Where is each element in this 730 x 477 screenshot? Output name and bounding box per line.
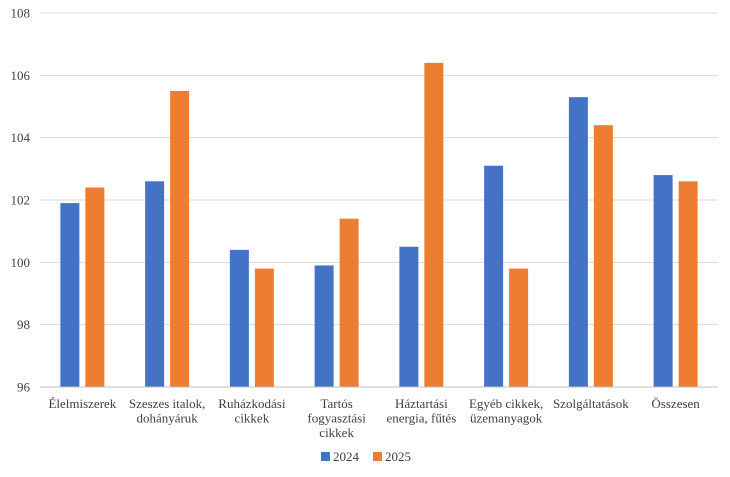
y-tick-label: 104 bbox=[11, 130, 31, 145]
bar-2025-3 bbox=[339, 218, 359, 387]
bar-2025-2 bbox=[254, 268, 274, 387]
legend-swatch-2025 bbox=[373, 452, 382, 461]
bar-2024-6 bbox=[568, 97, 588, 388]
y-tick-label: 96 bbox=[17, 380, 31, 395]
y-tick-label: 106 bbox=[11, 68, 31, 83]
y-tick-label: 100 bbox=[11, 255, 31, 270]
bar-2025-7 bbox=[678, 181, 698, 387]
bar-2024-4 bbox=[399, 246, 419, 387]
x-axis: Élelmiszerek Szeszes italok, dohányáruk Ruh… bbox=[40, 386, 718, 440]
bar-2025-0 bbox=[85, 187, 105, 387]
bar-2025-5 bbox=[509, 268, 529, 387]
x-tick-label: Ruházkodási cikkek bbox=[218, 396, 286, 426]
x-tick-label: Egyéb cikkek, üzemanyagok bbox=[469, 396, 543, 426]
x-tick-label: Háztartási energia, fűtés bbox=[386, 396, 456, 426]
x-tick-label: Összesen bbox=[651, 396, 700, 411]
x-tick-label: Élelmiszerek bbox=[48, 396, 116, 411]
bar-2024-7 bbox=[653, 175, 673, 387]
bar-2024-1 bbox=[145, 181, 165, 387]
bar-2025-1 bbox=[170, 90, 190, 388]
legend-swatch-2024 bbox=[321, 452, 330, 461]
y-axis: 96 98 100 102 104 106 108 bbox=[11, 6, 31, 395]
gridlines bbox=[40, 12, 718, 388]
bars bbox=[60, 62, 698, 388]
legend: 2024 2025 bbox=[321, 449, 411, 464]
y-tick-label: 102 bbox=[11, 193, 31, 208]
bar-2024-3 bbox=[314, 265, 334, 387]
bar-2025-6 bbox=[593, 125, 613, 387]
bar-2024-2 bbox=[229, 249, 249, 387]
y-tick-label: 98 bbox=[17, 317, 30, 332]
bar-2024-5 bbox=[484, 165, 504, 387]
y-tick-label: 108 bbox=[11, 6, 31, 21]
x-tick-label: Tartós fogyasztási cikkek bbox=[307, 396, 366, 440]
x-tick-label: Szeszes italok, dohányáruk bbox=[129, 396, 206, 426]
x-tick-label: Szolgáltatások bbox=[553, 396, 629, 411]
bar-2024-0 bbox=[60, 203, 80, 387]
bar-2025-4 bbox=[424, 62, 444, 387]
legend-label: 2025 bbox=[385, 449, 411, 464]
legend-label: 2024 bbox=[333, 449, 360, 464]
